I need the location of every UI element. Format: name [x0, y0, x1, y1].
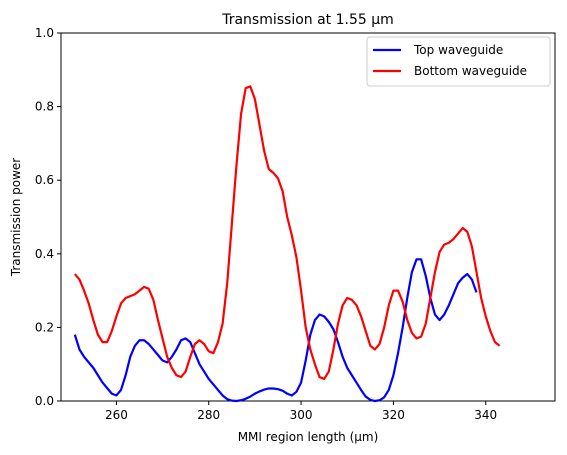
series-line-2	[74, 85, 501, 381]
y-tick-label: 0.0	[35, 394, 54, 408]
legend-label: Bottom waveguide	[414, 64, 527, 78]
x-tick-label: 300	[290, 408, 313, 422]
legend: Top waveguide Bottom waveguide	[366, 36, 551, 87]
series-line-1	[73, 258, 478, 403]
x-tick-label: 340	[474, 408, 497, 422]
x-tick-label: 260	[105, 408, 128, 422]
chart-title: Transmission at 1.55 µm	[221, 12, 394, 28]
legend-box	[366, 36, 551, 87]
y-tick-label: 0.2	[35, 320, 54, 334]
y-tick-label: 0.6	[35, 173, 54, 187]
y-tick-label: 0.8	[35, 100, 54, 114]
ticks-layer: 260 280 300 320 340 0.0 0.2 0.4 0.6 0.8 1.0	[35, 26, 497, 422]
y-tick-label: 0.4	[35, 247, 54, 261]
legend-label: Top waveguide	[413, 43, 503, 57]
y-axis-label: Transmission power	[9, 158, 23, 277]
y-tick-label: 1.0	[35, 26, 54, 40]
series-layer	[73, 85, 501, 403]
x-tick-label: 320	[382, 408, 405, 422]
x-axis-label: MMI region length (µm)	[238, 430, 379, 444]
x-tick-label: 280	[197, 408, 220, 422]
